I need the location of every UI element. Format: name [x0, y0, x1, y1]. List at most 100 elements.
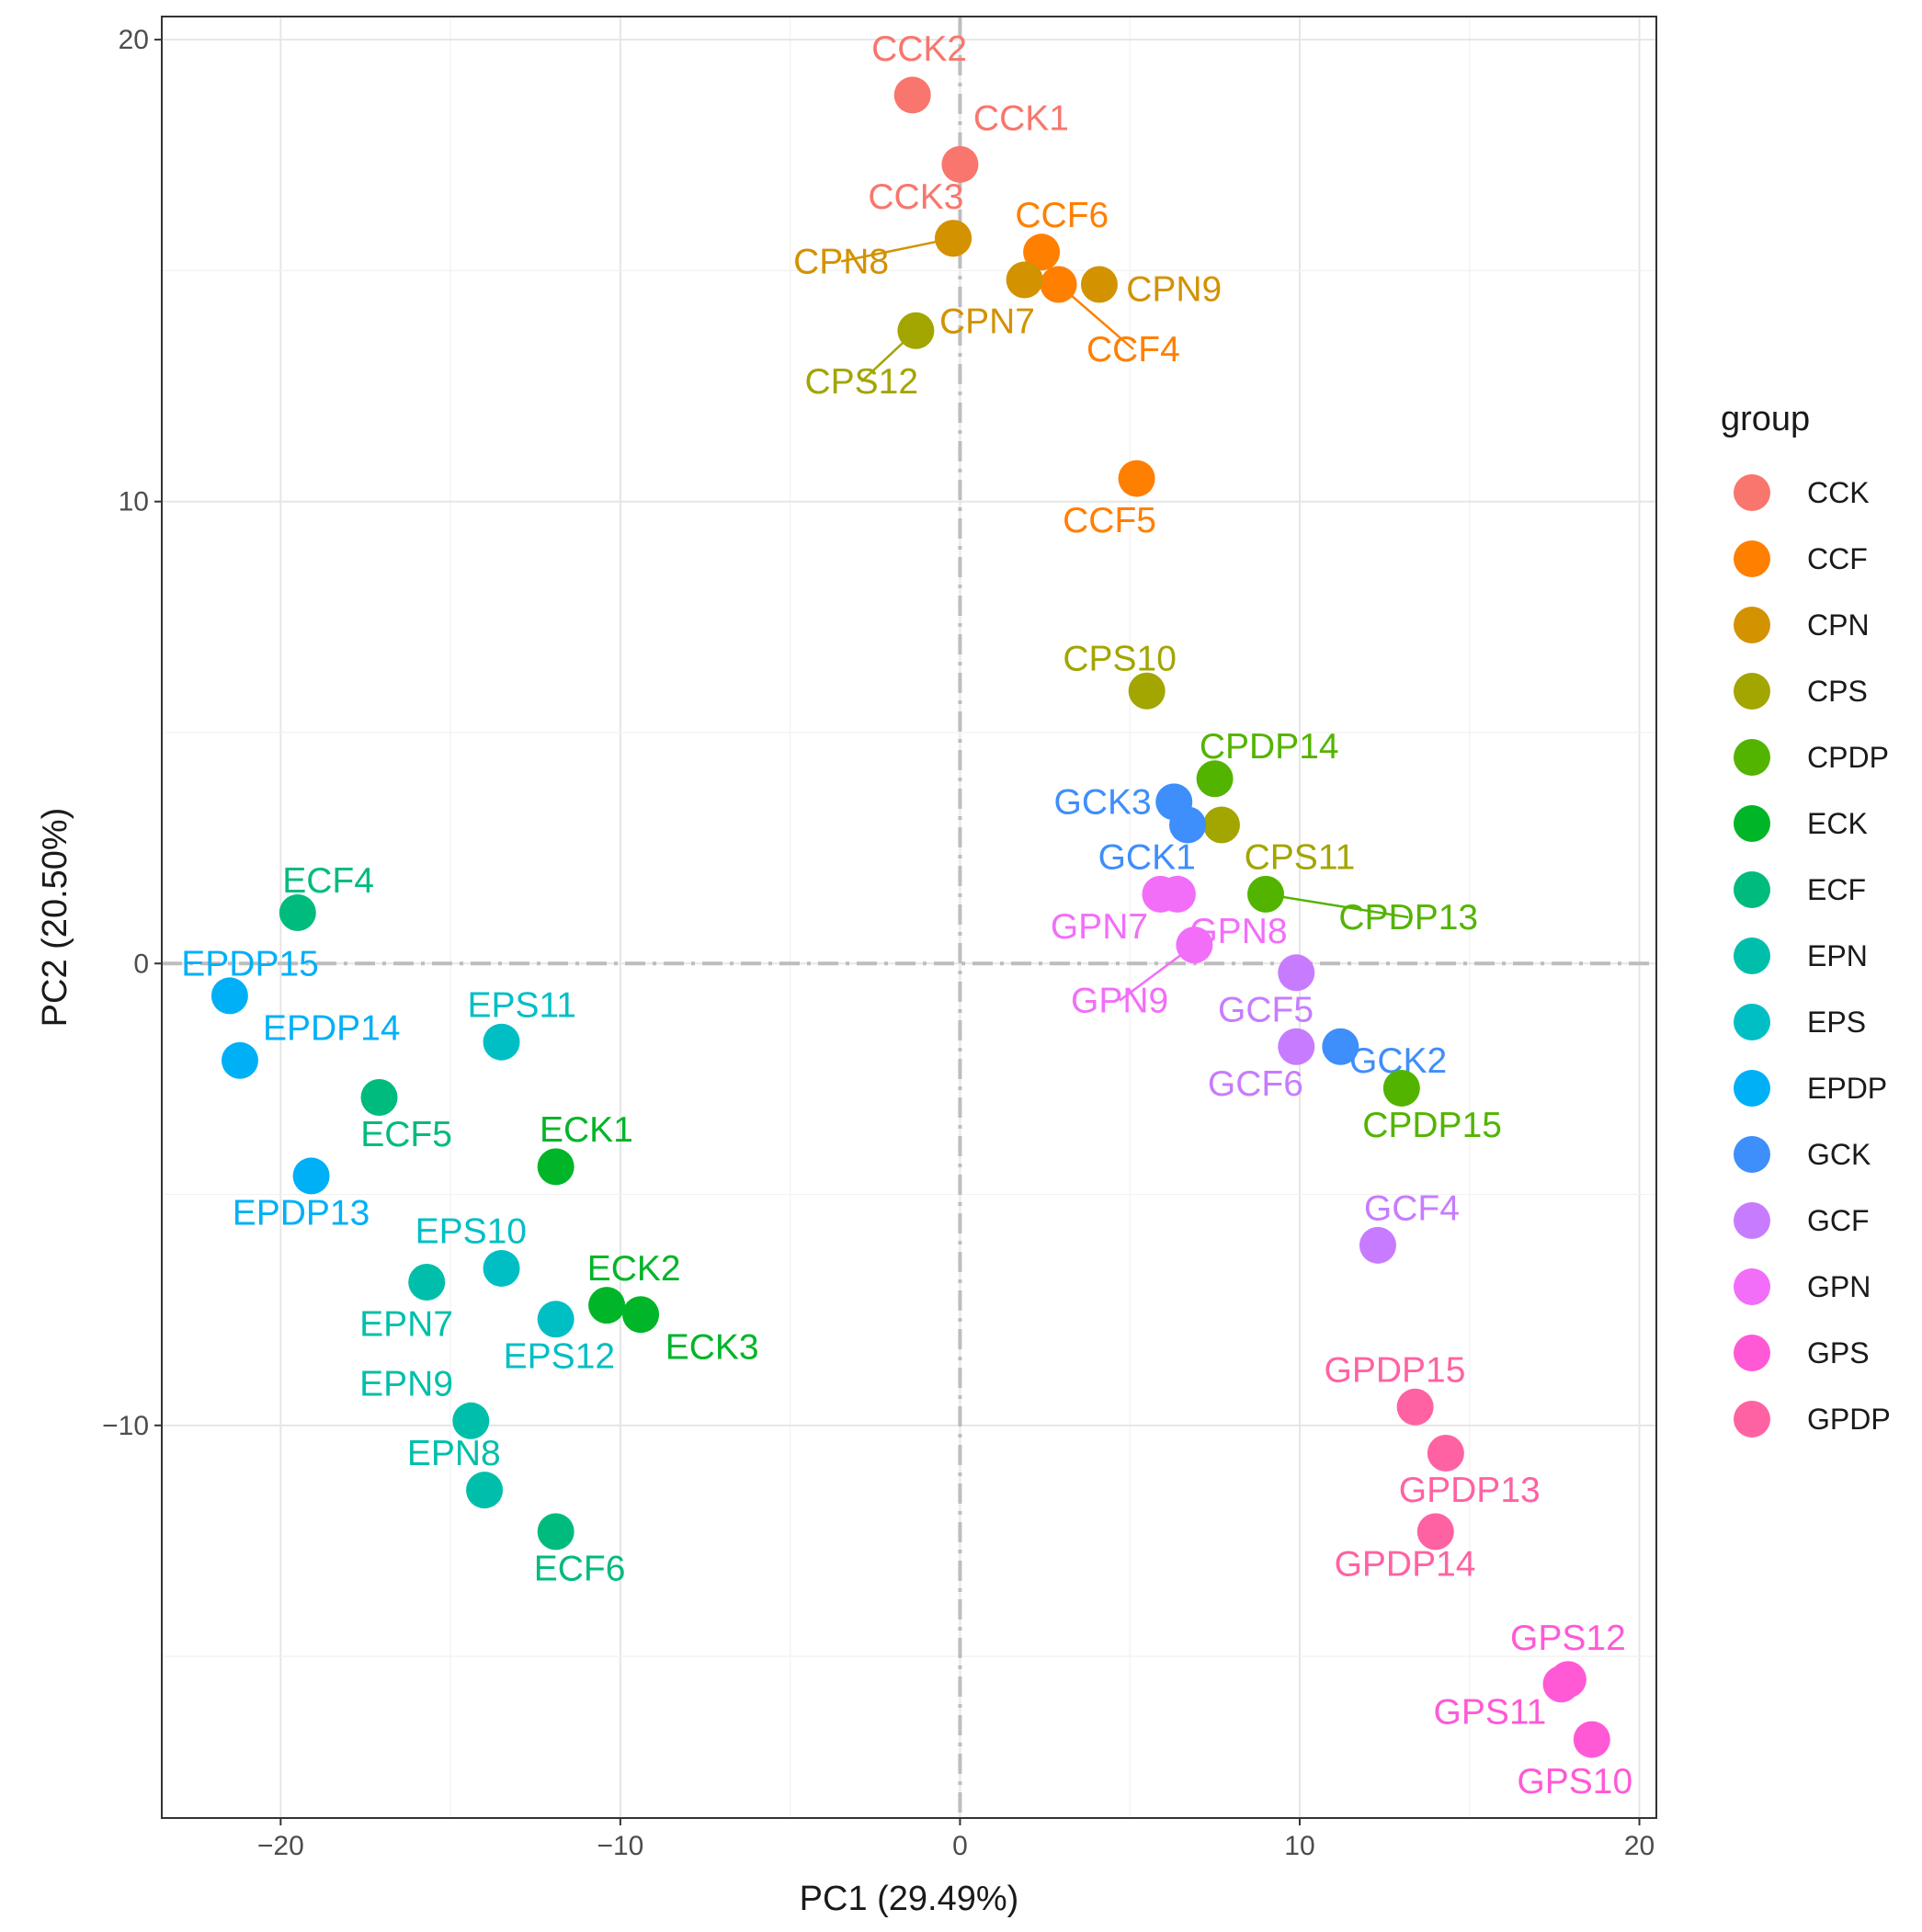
y-axis-title: PC2 (20.50%)	[36, 808, 74, 1028]
point-label-gpn7: GPN7	[1051, 907, 1148, 947]
point-label-ccf5: CCF5	[1063, 501, 1156, 540]
point-label-gpdp15: GPDP15	[1324, 1351, 1465, 1391]
legend-key-eck	[1734, 805, 1770, 842]
legend-label-eps: EPS	[1807, 1006, 1866, 1039]
legend-label-cps: CPS	[1807, 675, 1868, 708]
legend-title: group	[1721, 400, 1810, 438]
point-label-cpdp14: CPDP14	[1200, 727, 1339, 767]
legend-key-ecf	[1734, 871, 1770, 908]
point-gpdp15	[1396, 1388, 1434, 1426]
point-gps10	[1573, 1721, 1610, 1758]
point-label-cps12: CPS12	[804, 362, 918, 402]
point-gpn8	[1158, 875, 1196, 913]
point-label-epdp14: EPDP14	[263, 1009, 401, 1049]
point-cck1	[941, 145, 979, 183]
y-tick-label: 20	[119, 25, 149, 55]
legend-label-cpdp: CPDP	[1807, 741, 1889, 774]
point-epn8	[466, 1472, 504, 1509]
point-label-gps12: GPS12	[1510, 1619, 1626, 1658]
legend-label-cck: CCK	[1807, 476, 1870, 509]
x-tick-label: 0	[952, 1831, 968, 1861]
point-ecf6	[537, 1513, 574, 1551]
axes: −20 −10 0 10 20 −10 0 10 20	[102, 25, 1655, 1861]
point-gps11	[1542, 1665, 1580, 1703]
y-tick-label: −10	[102, 1411, 149, 1441]
point-label-cpn7: CPN7	[939, 302, 1035, 342]
point-label-epdp15: EPDP15	[181, 944, 319, 983]
legend-key-cck	[1734, 474, 1770, 511]
x-tick-label: −20	[257, 1831, 304, 1861]
legend-label-gcf: GCF	[1807, 1204, 1870, 1237]
point-epdp15	[210, 977, 248, 1015]
legend-key-epn	[1734, 938, 1770, 974]
point-label-gps11: GPS11	[1433, 1692, 1546, 1732]
point-gpdp14	[1416, 1513, 1454, 1551]
point-eck3	[622, 1296, 660, 1334]
x-tick-label: 20	[1624, 1831, 1655, 1861]
point-label-epn8: EPN8	[407, 1434, 501, 1473]
point-cps10	[1128, 672, 1166, 710]
x-axis-title: PC1 (29.49%)	[800, 1880, 1019, 1918]
point-label-cpdp15: CPDP15	[1362, 1106, 1502, 1145]
point-cck2	[893, 76, 931, 114]
point-eps11	[483, 1023, 520, 1061]
legend-label-ecf: ECF	[1807, 873, 1866, 906]
point-label-ecf5: ECF5	[360, 1115, 452, 1154]
point-label-gpdp14: GPDP14	[1335, 1545, 1476, 1585]
point-gpn9	[1176, 926, 1213, 964]
point-eck1	[537, 1148, 574, 1186]
point-ecf4	[279, 893, 316, 931]
legend-key-epdp	[1734, 1070, 1770, 1107]
point-label-gpdp13: GPDP13	[1399, 1471, 1541, 1510]
legend-label-ccf: CCF	[1807, 542, 1868, 575]
point-label-ecf6: ECF6	[534, 1550, 626, 1589]
point-gcf4	[1359, 1226, 1396, 1264]
legend-label-gpn: GPN	[1807, 1270, 1871, 1303]
legend-key-gcf	[1734, 1202, 1770, 1239]
legend-label-eck: ECK	[1807, 807, 1868, 840]
legend-key-ccf	[1734, 540, 1770, 577]
point-label-cpn8: CPN8	[793, 242, 889, 281]
legend: CCK CCF CPN CPS CPDP ECK ECF EPN EPS EPDP GCK GCF GP…	[1734, 474, 1891, 1438]
x-tick-label: −10	[597, 1831, 643, 1861]
point-eps10	[483, 1249, 520, 1287]
point-label-gck3: GCK3	[1054, 782, 1152, 822]
legend-key-gpn	[1734, 1268, 1770, 1305]
point-label-gps10: GPS10	[1517, 1762, 1632, 1801]
point-epdp14	[221, 1041, 258, 1079]
point-label-gpn9: GPN9	[1071, 981, 1168, 1020]
point-label-gck1: GCK1	[1098, 838, 1196, 878]
point-cpdp14	[1196, 760, 1234, 798]
point-ccf5	[1118, 460, 1155, 497]
point-label-cck3: CCK3	[868, 177, 963, 217]
point-cpn7	[1006, 261, 1043, 299]
point-gcf6	[1278, 1028, 1315, 1065]
point-label-gcf6: GCF6	[1208, 1064, 1303, 1104]
point-label-eck1: ECK1	[540, 1110, 633, 1150]
point-cps12	[897, 312, 935, 349]
point-epn9	[452, 1402, 490, 1439]
label-leader-line	[840, 237, 954, 263]
point-label-ccf4: CCF4	[1086, 330, 1180, 369]
point-gpdp13	[1427, 1434, 1464, 1472]
point-label-cck1: CCK1	[973, 99, 1069, 139]
point-label-epn9: EPN9	[359, 1365, 453, 1404]
legend-label-gpdp: GPDP	[1807, 1403, 1891, 1436]
legend-label-epn: EPN	[1807, 939, 1868, 972]
legend-key-cps	[1734, 673, 1770, 710]
legend-key-cpdp	[1734, 739, 1770, 776]
panel-border	[161, 16, 1657, 1819]
point-ecf5	[360, 1079, 398, 1116]
point-label-eps10: EPS10	[415, 1212, 527, 1252]
legend-label-epdp: EPDP	[1807, 1072, 1887, 1105]
point-epdp13	[292, 1157, 330, 1195]
point-gck2	[1322, 1028, 1359, 1065]
point-ccf6	[1023, 233, 1061, 271]
point-label-cck2: CCK2	[871, 29, 967, 69]
legend-label-gps: GPS	[1807, 1336, 1870, 1369]
label-leader-line	[1265, 892, 1409, 919]
point-label-cpn9: CPN9	[1126, 270, 1222, 310]
point-label-eck2: ECK2	[587, 1249, 681, 1289]
